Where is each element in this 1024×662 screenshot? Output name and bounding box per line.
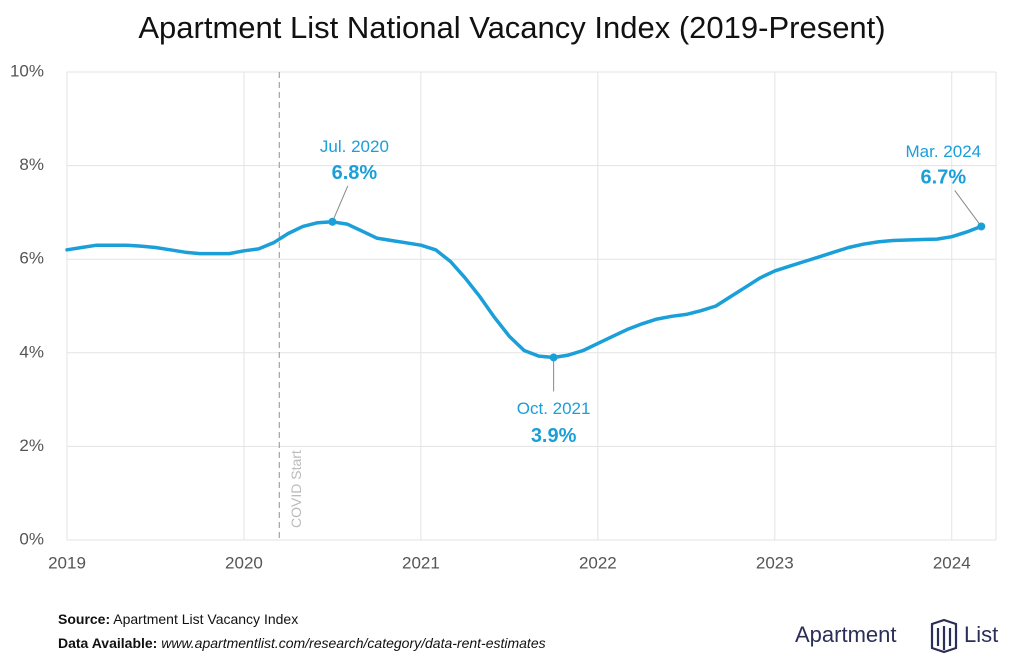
x-tick-label: 2024	[933, 553, 971, 572]
plot-area: 0% 2% 4% 6% 8% 10% 2019 2020 2021 2022 2023 2024 COV…	[10, 61, 997, 572]
annotation-dot	[977, 222, 986, 231]
footer-label: Source:	[58, 611, 110, 627]
x-tick-label: 2021	[402, 553, 440, 572]
x-tick-label: 2020	[225, 553, 263, 572]
annotation-date: Jul. 2020	[320, 137, 389, 156]
annotation-dot	[549, 353, 558, 362]
x-tick-label: 2019	[48, 553, 86, 572]
footer-url: www.apartmentlist.com/research/category/…	[161, 635, 545, 651]
y-tick-label: 4%	[19, 342, 44, 361]
leader-line	[331, 185, 349, 222]
annotation-value: 6.7%	[921, 167, 967, 189]
footer-source: Source: Apartment List Vacancy Index	[58, 611, 298, 627]
logo-text: Apartment	[795, 622, 897, 647]
annotation-dot	[328, 217, 337, 226]
x-tick-label: 2023	[756, 553, 794, 572]
chart-title: Apartment List National Vacancy Index (2…	[138, 10, 885, 45]
logo-icon	[930, 618, 958, 654]
y-tick-label: 2%	[19, 436, 44, 455]
annotation-value: 3.9%	[531, 425, 577, 447]
logo-text: List	[964, 622, 998, 647]
leader-line	[954, 190, 982, 227]
data-line	[65, 220, 984, 360]
x-tick-label: 2022	[579, 553, 617, 572]
y-tick-label: 0%	[19, 529, 44, 548]
annotation-date: Mar. 2024	[906, 142, 982, 161]
annotation-date: Oct. 2021	[517, 399, 591, 418]
y-tick-label: 8%	[19, 155, 44, 174]
event-label: COVID Start	[288, 450, 304, 528]
footer-data: Data Available: www.apartmentlist.com/re…	[58, 635, 546, 651]
logo: Apartment List	[795, 618, 998, 654]
footer-text: Apartment List Vacancy Index	[113, 611, 298, 627]
footer-label: Data Available:	[58, 635, 157, 651]
y-tick-label: 10%	[10, 61, 44, 80]
annotation-value: 6.8%	[332, 162, 378, 184]
y-tick-label: 6%	[19, 249, 44, 268]
